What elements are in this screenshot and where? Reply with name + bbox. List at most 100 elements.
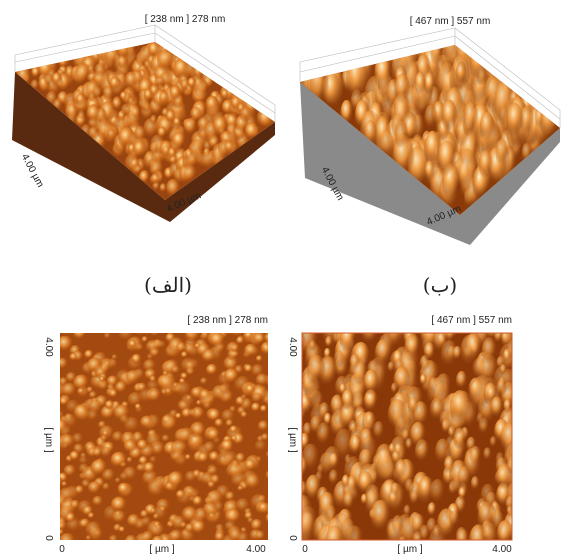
grain [137,383,147,393]
grain [503,399,512,414]
grain [121,104,131,117]
grain [251,393,262,404]
grain [66,541,73,548]
x-max-label: 4.00 [492,544,512,555]
grain [244,364,253,373]
grain [60,397,69,406]
grain [213,116,228,136]
x-min-label: 0 [59,544,65,555]
grain [206,364,218,376]
grain [49,381,63,395]
grain [131,354,142,365]
grain [260,405,268,413]
grain [118,127,134,148]
grain [50,476,64,490]
grain [175,381,193,399]
grain [435,438,451,466]
grain [294,376,303,390]
grain [396,37,416,78]
grain [173,58,190,80]
grain [425,160,435,182]
grain [173,117,181,127]
grain [170,440,187,457]
grain [219,383,232,396]
grain [162,434,170,442]
grain [440,24,457,60]
grain [483,447,492,462]
grain [146,433,162,449]
grain [176,490,186,500]
grain [341,389,354,411]
grain [69,451,80,462]
grain [346,55,368,101]
grain [199,389,211,401]
y-max-label: 4.00 [43,337,54,357]
grain [64,465,77,478]
grain [143,152,158,172]
grain [266,397,278,409]
grain [500,423,520,457]
x-max-label: 4.00 [246,544,266,555]
grain [457,466,471,490]
grain [53,419,68,434]
grain [268,436,276,444]
y-unit-label: [ µm ] [287,427,298,452]
grain [214,418,224,428]
grain [496,139,509,166]
grain [172,131,186,149]
panel-title: [ 238 nm ] 278 nm [187,315,268,326]
grain [159,183,167,193]
grain [221,89,229,99]
grain [136,464,145,473]
grain [325,525,344,558]
grain [133,140,146,157]
figure: [ 238 nm ] 278 nm 4.00 µm 4.00 µm [ 467 … [0,0,568,558]
grain [224,141,233,153]
grain [61,434,76,449]
grain [112,431,124,443]
grain [97,440,105,448]
grain [258,502,269,513]
grain [87,357,103,373]
grain [112,354,118,360]
grain [65,512,76,523]
grain [391,482,400,497]
grain [240,106,252,122]
grain [59,320,76,337]
grain [131,541,139,549]
grain [305,475,322,504]
grain [125,535,138,548]
caption: (الف) [144,273,192,297]
grain [157,76,165,87]
grain [464,102,479,133]
grain [101,447,113,459]
grain [410,422,427,450]
grain [137,439,149,451]
grain [490,436,497,449]
grain [198,452,210,464]
grain [95,63,107,78]
grain [118,483,131,496]
grain [58,529,65,536]
grain [57,336,74,353]
grain [468,377,483,402]
grain [150,84,160,97]
grain [442,100,458,133]
grain [506,103,523,139]
grain [221,439,235,453]
grain [131,158,140,170]
grain [476,413,484,427]
grain [85,521,102,538]
grain [157,49,174,71]
grain [479,150,493,179]
grain [91,459,108,476]
grain [210,332,226,348]
grain [361,315,380,347]
grain [231,344,240,353]
grain [120,91,128,101]
grain [294,456,308,479]
grain [256,355,263,362]
grain [240,411,248,419]
grain [253,332,266,345]
grain [150,115,157,125]
